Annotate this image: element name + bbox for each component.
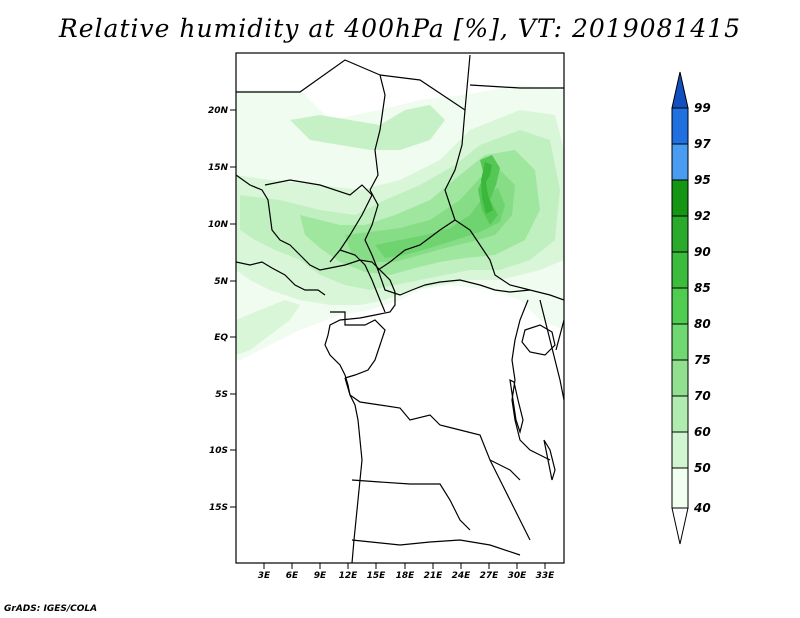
border-nigeria xyxy=(264,179,373,263)
colorbar-segment-75 xyxy=(671,323,689,361)
colorbar-segment-80 xyxy=(671,287,689,325)
credit-text: GrADS: IGES/COLA xyxy=(4,604,98,614)
colorbar-segment-50 xyxy=(671,431,689,469)
border-east xyxy=(539,299,564,401)
humidity-shade-50-coast xyxy=(236,300,300,355)
lat-tick-label: 5N xyxy=(214,277,228,287)
humidity-shade-60-north xyxy=(290,105,445,150)
lat-tick-label: 5S xyxy=(215,390,228,400)
coast-east-africa xyxy=(555,319,564,351)
colorbar-segment-85 xyxy=(671,251,689,289)
lon-tick-label: 33E xyxy=(536,571,556,581)
lat-tick-label: 15N xyxy=(208,163,229,173)
colorbar-label: 50 xyxy=(694,461,711,475)
lake-tanganyika xyxy=(509,378,524,435)
border-libya xyxy=(379,54,471,112)
colorbar-labels: 99 97 95 92 90 85 80 75 70 60 50 40 xyxy=(693,101,711,515)
colorbar-segment-70 xyxy=(671,359,689,397)
lat-tick-label: 10N xyxy=(208,220,229,230)
lon-tick-label: 15E xyxy=(367,571,387,581)
lon-tick-label: 18E xyxy=(396,571,416,581)
colorbar-segment-top-arrow xyxy=(671,71,689,109)
border-namibia xyxy=(351,539,521,556)
colorbar-segment-90 xyxy=(671,215,689,253)
lon-tick-label: 30E xyxy=(508,571,528,581)
border-egypt-top xyxy=(469,84,564,89)
colorbar-label: 80 xyxy=(694,317,711,331)
colorbar-label: 70 xyxy=(694,389,711,403)
lon-tick-label: 3E xyxy=(258,571,271,581)
border-north-sahara xyxy=(236,59,386,191)
chart-title: Relative humidity at 400hPa [%], VT: 201… xyxy=(58,14,742,43)
colorbar-label: 85 xyxy=(694,281,711,295)
humidity-shade-80 xyxy=(375,188,505,258)
colorbar-segment-92 xyxy=(671,179,689,217)
colorbar-label: 95 xyxy=(694,173,711,187)
map-frame xyxy=(235,52,565,564)
lat-tick-label: EQ xyxy=(214,333,228,343)
lat-tick-label: 10S xyxy=(209,446,228,456)
lon-tick-label: 24E xyxy=(452,571,472,581)
humidity-shade-75 xyxy=(345,170,515,262)
country-borders xyxy=(236,54,564,563)
humidity-shade-90 xyxy=(481,162,493,214)
lon-tick-label: 6E xyxy=(286,571,299,581)
border-zambia xyxy=(489,459,531,541)
colorbar-label: 99 xyxy=(694,101,711,115)
lon-tick-label: 9E xyxy=(314,571,327,581)
lake-malawi xyxy=(543,439,556,481)
colorbar-segment-40 xyxy=(671,467,689,509)
lake-victoria xyxy=(521,324,556,356)
colorbar-segment-bottom-arrow xyxy=(671,507,689,545)
colorbar-label: 92 xyxy=(694,209,711,223)
border-sudan xyxy=(444,109,531,291)
colorbar xyxy=(671,71,689,545)
coastline-west xyxy=(236,174,396,563)
colorbar-segment-95 xyxy=(671,143,689,181)
coastline-gulf xyxy=(236,261,326,296)
lon-tick-label: 27E xyxy=(480,571,500,581)
border-angola-south xyxy=(351,479,471,531)
border-congo xyxy=(330,311,386,379)
lat-axis: 20N 15N 10N 5N EQ 5S 10S 15S xyxy=(208,106,236,513)
colorbar-label: 40 xyxy=(693,501,711,515)
border-drc-east xyxy=(511,299,551,461)
border-cameroon xyxy=(339,249,386,313)
lon-axis: 3E 6E 9E 12E 15E 18E 21E 24E 27E 30E 33E xyxy=(258,563,555,581)
lat-tick-label: 20N xyxy=(208,106,229,116)
lon-tick-label: 12E xyxy=(339,571,359,581)
border-angola-north xyxy=(344,377,521,481)
humidity-shading xyxy=(236,85,564,360)
colorbar-label: 97 xyxy=(694,137,711,151)
colorbar-label: 90 xyxy=(694,245,711,259)
lon-tick-label: 21E xyxy=(424,571,444,581)
colorbar-segment-97 xyxy=(671,107,689,145)
colorbar-label: 60 xyxy=(694,425,711,439)
colorbar-label: 75 xyxy=(694,353,711,367)
colorbar-segment-60 xyxy=(671,395,689,433)
lat-tick-label: 15S xyxy=(209,503,228,513)
border-car-south xyxy=(377,269,564,301)
